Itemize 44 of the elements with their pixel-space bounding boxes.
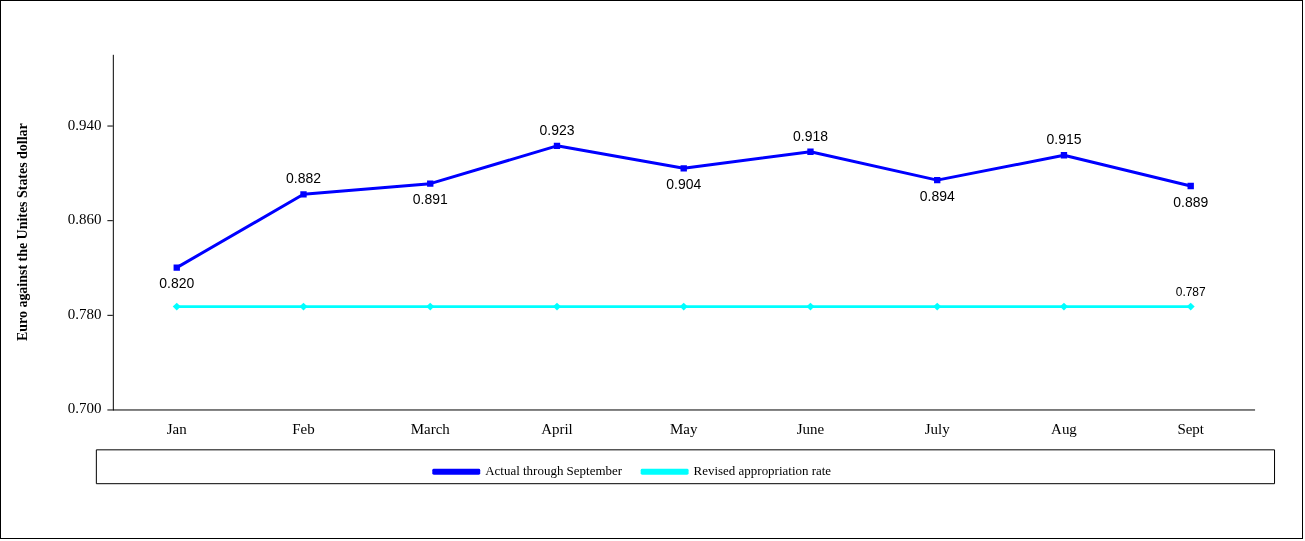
point: [680, 165, 687, 172]
y-tick-label: 0.940: [67, 116, 102, 133]
point: [1186, 302, 1195, 311]
point: [426, 302, 435, 311]
y-tick-label: 0.860: [67, 211, 102, 228]
data-label: 0.923: [539, 121, 575, 138]
x-tick-label: June: [796, 421, 825, 438]
y-axis-title: Euro against the Unites States dollar: [14, 123, 30, 341]
x-tick-label: April: [541, 421, 573, 438]
point: [933, 302, 942, 311]
data-label: 0.915: [1046, 131, 1082, 148]
y-tick-label: 0.700: [67, 400, 102, 417]
point: [1060, 152, 1068, 159]
point: [173, 264, 180, 271]
data-label: 0.904: [666, 176, 702, 193]
point: [806, 302, 815, 311]
legend-label: Actual through September: [485, 463, 623, 479]
point: [172, 302, 181, 311]
x-tick-label: March: [410, 421, 451, 438]
point: [934, 176, 941, 184]
data-label: 0.882: [286, 170, 322, 187]
point: [807, 148, 814, 155]
point: [553, 142, 561, 149]
x-tick-label: Aug: [1051, 421, 1078, 438]
point: [679, 302, 688, 311]
legend-label: Revised appropriation rate: [693, 463, 832, 479]
point: [1187, 182, 1194, 190]
point: [300, 191, 307, 198]
data-label: 0.918: [792, 127, 829, 144]
data-label: 0.820: [159, 275, 195, 292]
data-label: 0.894: [919, 187, 955, 204]
data-label: 0.787: [1175, 284, 1207, 299]
data-label: 0.889: [1173, 193, 1209, 210]
point: [427, 180, 434, 187]
point: [1059, 302, 1068, 311]
x-tick-label: July: [924, 421, 951, 438]
x-tick-label: Feb: [292, 421, 315, 438]
x-tick-label: May: [670, 421, 698, 438]
x-tick-label: Jan: [166, 421, 188, 438]
data-label: 0.891: [412, 191, 448, 208]
y-tick-label: 0.780: [67, 305, 102, 322]
point: [552, 302, 561, 311]
point: [299, 302, 308, 311]
x-tick-label: Sept: [1177, 421, 1205, 438]
